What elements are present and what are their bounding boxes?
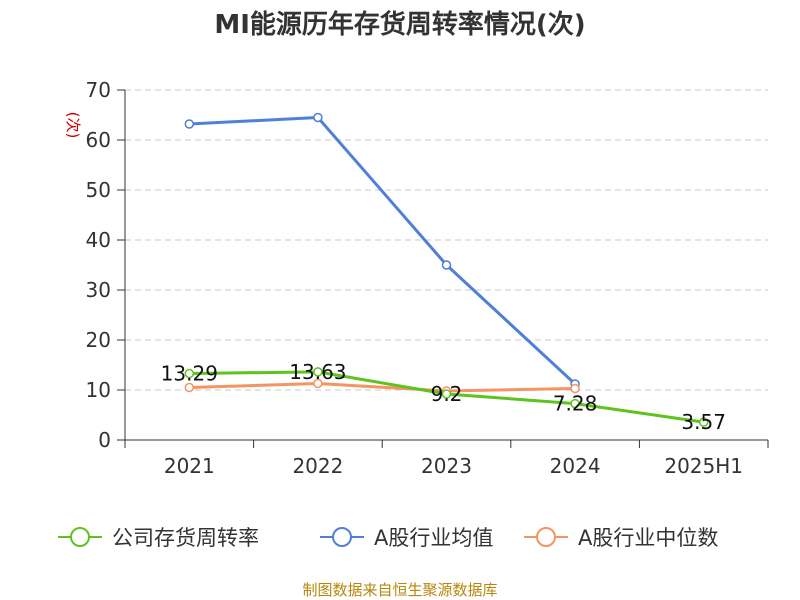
data-point (313, 378, 323, 389)
legend-marker (536, 527, 556, 547)
data-point (184, 382, 195, 393)
legend-label: 公司存货周转率 (112, 526, 259, 550)
x-tick-label: 2022 (292, 454, 343, 478)
y-tick-label: 70 (86, 78, 111, 102)
legend-item-1: A股行业均值 (320, 526, 493, 550)
x-tick-label: 2021 (164, 454, 215, 478)
data-point (313, 112, 323, 123)
y-axis-label: (次) (64, 112, 82, 139)
series-1 (184, 112, 580, 389)
series-line (189, 382, 576, 393)
data-label: 7.28 (553, 392, 598, 416)
legend-label: A股行业中位数 (578, 526, 718, 550)
legend-item-0: 公司存货周转率 (58, 526, 259, 550)
y-tick-label: 60 (86, 128, 111, 152)
y-tick-label: 0 (98, 428, 111, 452)
data-label: 13.63 (289, 360, 346, 384)
data-labels: 13.29 13.63 9.2 7.28 3.57 (161, 360, 726, 434)
data-point (698, 417, 709, 427)
y-tick-label: 40 (86, 228, 111, 252)
source-note: 制图数据来自恒生聚源数据库 (302, 581, 497, 599)
x-tick-label: 2024 (550, 454, 601, 478)
data-point (313, 367, 323, 377)
legend: 公司存货周转率 A股行业均值 A股行业中位数 (58, 526, 718, 550)
y-tick-label: 30 (86, 278, 111, 302)
legend-item-2: A股行业中位数 (524, 526, 718, 550)
data-label: 9.2 (431, 382, 463, 406)
data-point (441, 260, 452, 270)
data-point (184, 119, 195, 129)
y-tick-label: 20 (86, 328, 111, 352)
data-point (570, 398, 580, 409)
data-label: 13.29 (161, 362, 218, 386)
series-line (189, 116, 577, 386)
data-label: 3.57 (681, 410, 726, 434)
series-0 (184, 367, 709, 427)
legend-label: A股行业均值 (374, 526, 493, 550)
legend-marker (332, 527, 352, 547)
x-tick-label: 2023 (421, 454, 472, 478)
data-point (570, 383, 580, 394)
data-point (184, 368, 195, 379)
grid (125, 89, 768, 391)
x-tick-label: 2025H1 (664, 454, 743, 478)
y-tick-label: 10 (86, 378, 111, 402)
series (184, 112, 709, 427)
series-2 (184, 378, 580, 396)
axes: 0 10 20 30 40 50 60 70 2021 2022 2023 2024 2025H1 (86, 78, 769, 478)
data-point (441, 389, 452, 399)
chart-title: MI能源历年存货周转率情况(次) (214, 9, 585, 40)
y-tick-label: 50 (86, 178, 111, 202)
legend-marker (70, 527, 90, 547)
